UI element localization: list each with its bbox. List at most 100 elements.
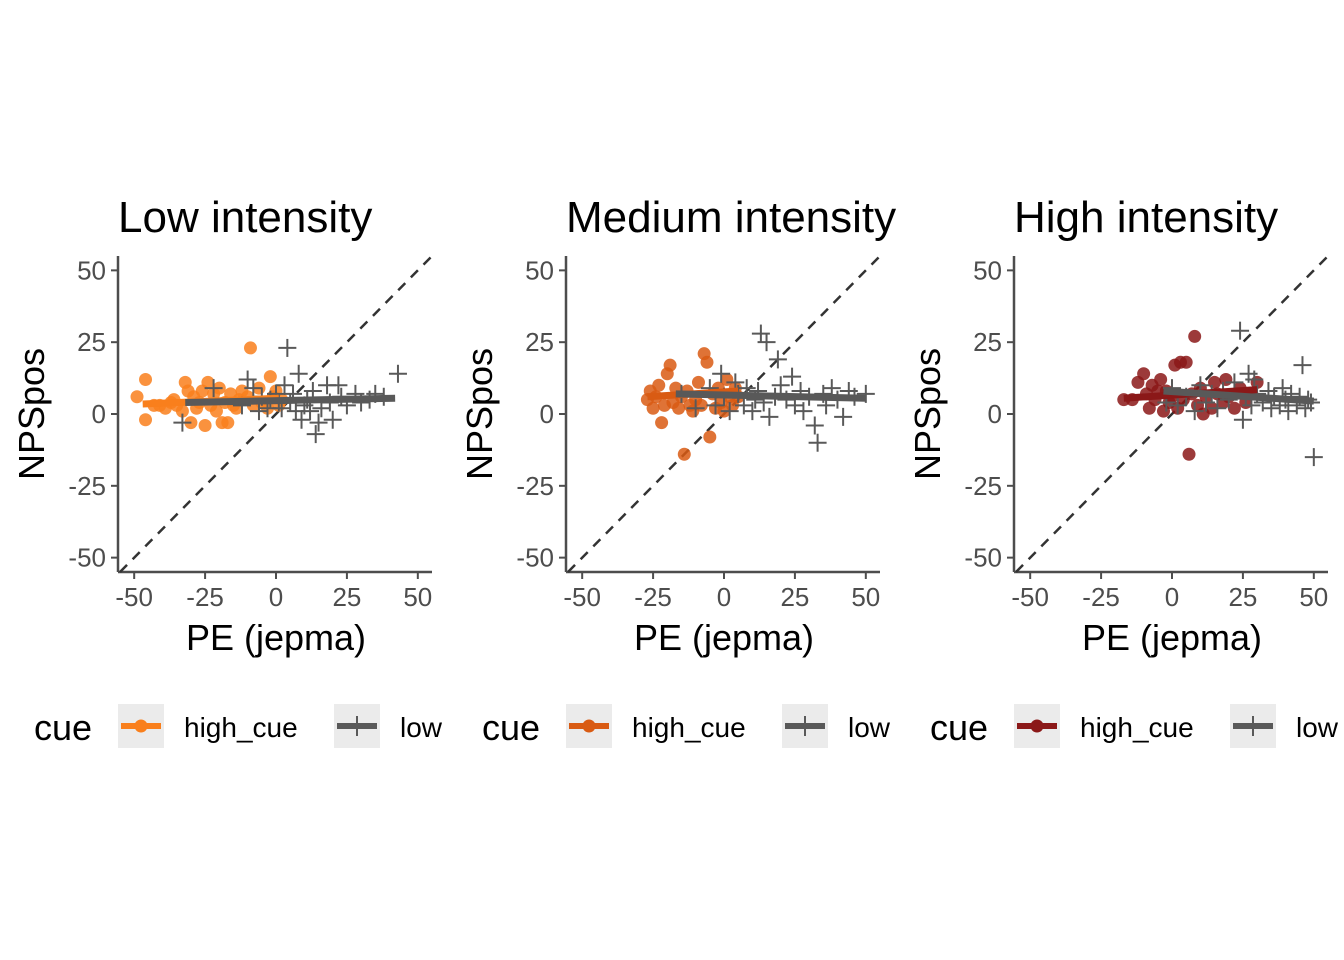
x-tick-label: 50: [403, 582, 432, 612]
y-tick-label: 0: [988, 399, 1002, 429]
point-low: [834, 407, 853, 426]
point-low: [794, 402, 813, 421]
point-high-cue: [1154, 373, 1168, 387]
x-axis-title: PE (jepma): [186, 617, 366, 658]
x-axis-title: PE (jepma): [634, 617, 814, 658]
chart-title: High intensity: [1014, 193, 1278, 242]
x-tick-label: 0: [717, 582, 731, 612]
point-low: [720, 402, 739, 421]
legend-key-marker: [1030, 719, 1044, 733]
x-tick-label: 0: [269, 582, 283, 612]
legend-label-low: low: [1296, 712, 1339, 743]
legend: cue high_cue low: [34, 704, 443, 748]
point-high-cue: [1219, 373, 1233, 387]
point-low: [771, 376, 790, 395]
point-low: [757, 333, 776, 352]
point-high-cue: [703, 430, 717, 444]
y-tick-label: -25: [964, 471, 1002, 501]
point-high-cue: [243, 341, 257, 355]
point-high-cue: [1179, 355, 1193, 369]
x-tick-label: 25: [332, 582, 361, 612]
fit-line-low: [1163, 387, 1315, 405]
point-low: [768, 350, 787, 369]
point-low: [244, 379, 263, 398]
point-low: [856, 384, 875, 403]
x-axis-title: PE (jepma): [1082, 617, 1262, 658]
y-axis-title: NPSpos: [459, 348, 500, 480]
x-tick-label: -25: [1082, 582, 1120, 612]
reference-line-diagonal: [119, 255, 433, 573]
point-low: [388, 364, 407, 383]
point-high-cue: [198, 418, 212, 432]
legend-title: cue: [34, 707, 92, 748]
point-low: [1304, 448, 1323, 467]
point-low: [1208, 399, 1227, 418]
y-tick-label: -50: [964, 543, 1002, 573]
point-high-cue: [1227, 401, 1241, 415]
point-low: [1185, 402, 1204, 421]
point-low: [805, 416, 824, 435]
legend-key-marker: [582, 719, 596, 733]
point-low: [173, 413, 192, 432]
y-tick-label: 25: [525, 327, 554, 357]
chart-title: Low intensity: [118, 193, 372, 242]
point-low: [808, 433, 827, 452]
x-tick-label: -50: [115, 582, 153, 612]
y-axis-title: NPSpos: [11, 348, 52, 480]
point-high-cue: [130, 390, 144, 404]
point-high-cue: [700, 355, 714, 369]
panel-2: High intensity -50 -25 0 25 50 -50 -25 0 25 50 PE (…: [907, 193, 1339, 748]
point-low: [329, 376, 348, 395]
point-high-cue: [139, 413, 153, 427]
y-tick-label: 25: [77, 327, 106, 357]
point-low: [1245, 370, 1264, 389]
point-high-cue: [646, 401, 660, 415]
y-tick-label: -50: [516, 543, 554, 573]
legend-label-low: low: [848, 712, 891, 743]
x-tick-label: 0: [1165, 582, 1179, 612]
x-tick-label: 25: [780, 582, 809, 612]
point-high-cue: [209, 404, 223, 418]
y-tick-label: 0: [540, 399, 554, 429]
y-tick-label: 50: [525, 255, 554, 285]
point-high-cue: [221, 416, 235, 430]
point-high-cue: [652, 378, 666, 392]
y-tick-label: -25: [68, 471, 106, 501]
point-low: [292, 410, 311, 429]
legend-label-high-cue: high_cue: [184, 712, 298, 743]
point-low: [204, 379, 223, 398]
panel-0: Low intensity -50 -25 0 25 50 -50 -25 0 25 50 PE (j…: [11, 193, 443, 748]
point-low: [1231, 321, 1250, 340]
point-high-cue: [655, 416, 669, 430]
point-low: [1168, 396, 1187, 415]
x-tick-label: -25: [634, 582, 672, 612]
legend: cue high_cue low: [482, 704, 891, 748]
point-high-cue: [1137, 367, 1151, 381]
point-high-cue: [263, 370, 277, 384]
reference-line-diagonal: [1015, 255, 1329, 573]
point-low: [743, 402, 762, 421]
y-tick-label: -25: [516, 471, 554, 501]
point-low: [1262, 399, 1281, 418]
point-high-cue: [691, 375, 705, 389]
point-high-cue: [663, 358, 677, 372]
point-low: [278, 338, 297, 357]
point-high-cue: [201, 375, 215, 389]
point-low: [1233, 410, 1252, 429]
y-tick-label: -50: [68, 543, 106, 573]
point-low: [309, 413, 328, 432]
y-axis-title: NPSpos: [907, 348, 948, 480]
point-low: [706, 396, 725, 415]
point-low: [289, 364, 308, 383]
legend: cue high_cue low: [930, 704, 1339, 748]
point-high-cue: [175, 404, 189, 418]
legend-title: cue: [930, 707, 988, 748]
legend-title: cue: [482, 707, 540, 748]
point-high-cue: [1188, 329, 1202, 343]
point-high-cue: [677, 447, 691, 461]
point-low: [249, 402, 268, 421]
panel-1: Medium intensity -50 -25 0 25 50 -50 -25 0 25 50 PE…: [459, 193, 896, 748]
fit-line-low: [675, 390, 866, 402]
chart-title: Medium intensity: [566, 193, 896, 242]
point-low: [760, 407, 779, 426]
